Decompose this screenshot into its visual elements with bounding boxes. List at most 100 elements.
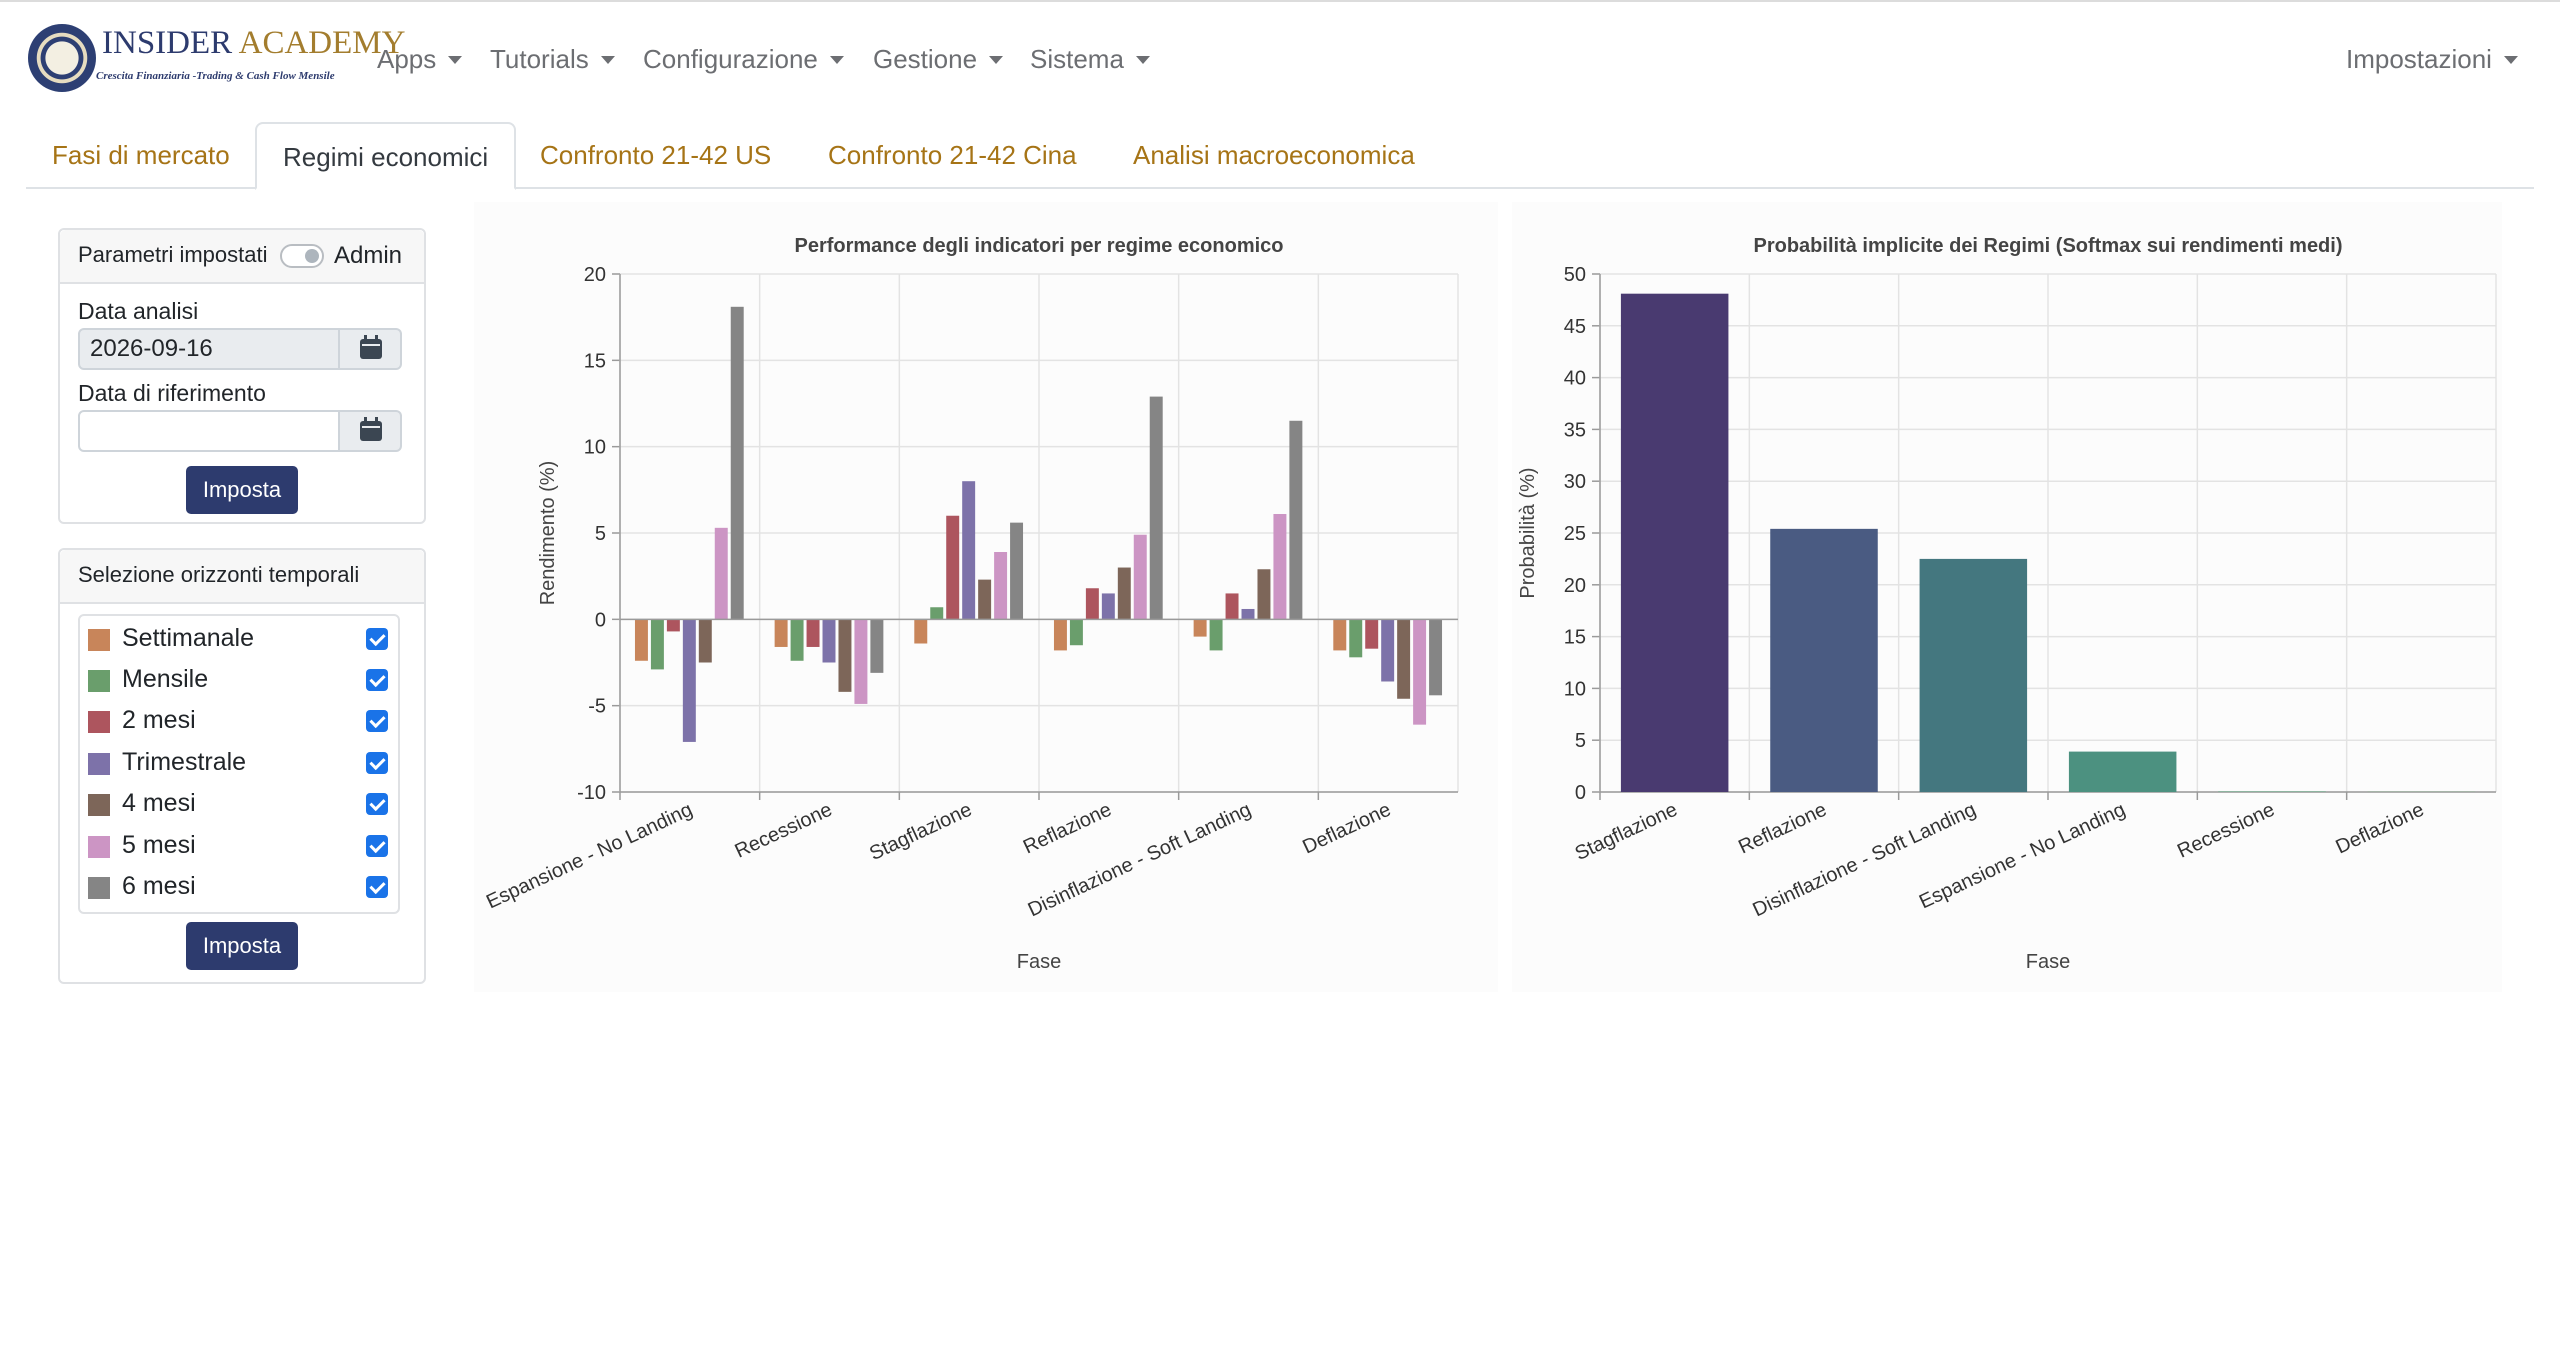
horizon-item-trimestrale[interactable]: Trimestrale — [88, 744, 388, 784]
y-tick-label: 20 — [584, 264, 606, 286]
bar — [994, 551, 1008, 620]
calendar-icon — [360, 335, 382, 359]
bar — [1209, 619, 1223, 651]
nav-gestione[interactable]: Gestione — [873, 44, 1004, 74]
bar — [838, 619, 852, 692]
x-tick-label: Stagflazione — [866, 799, 975, 865]
chart-title: Probabilità implicite dei Regimi (Softma… — [1754, 235, 2343, 257]
bar — [1133, 534, 1147, 620]
legend-swatch — [88, 629, 110, 651]
tab-analisi-macroeconomica[interactable]: Analisi macroeconomica — [1133, 140, 1415, 170]
horizon-item-mensile[interactable]: Mensile — [88, 661, 388, 701]
horizon-label: 2 mesi — [122, 706, 196, 734]
bar — [1365, 619, 1379, 649]
tab-fasi-di-mercato[interactable]: Fasi di mercato — [52, 140, 230, 170]
y-tick-label: 5 — [1575, 730, 1586, 752]
tab-confronto-cina[interactable]: Confronto 21-42 Cina — [828, 140, 1077, 170]
bar — [1273, 514, 1287, 620]
x-tick-label: Recessione — [732, 799, 836, 863]
horizon-item-5-mesi[interactable]: 5 mesi — [88, 827, 388, 867]
bar — [1225, 593, 1239, 620]
bar — [730, 306, 744, 620]
bar — [1117, 567, 1131, 620]
bar — [2068, 751, 2177, 792]
legend-swatch — [88, 711, 110, 733]
horizons-card-header: Selezione orizzonti temporali — [60, 550, 424, 604]
bar — [854, 619, 868, 704]
horizon-checkbox[interactable] — [366, 752, 388, 774]
bar — [962, 481, 976, 620]
y-tick-label: 15 — [584, 350, 606, 372]
bar — [1413, 619, 1427, 725]
chart-title: Performance degli indicatori per regime … — [794, 235, 1283, 257]
analysis-date-picker-button[interactable] — [340, 328, 402, 370]
bar — [1349, 619, 1363, 658]
bar — [1241, 608, 1255, 620]
x-tick-label: Deflazione — [1299, 799, 1394, 859]
horizons-card-title: Selezione orizzonti temporali — [78, 562, 360, 587]
horizon-item-settimanale[interactable]: Settimanale — [88, 620, 388, 660]
nav-configurazione[interactable]: Configurazione — [643, 44, 844, 74]
x-tick-label: Reflazione — [1735, 799, 1830, 859]
probability-chart-panel: 0 5 10 15 20 25 30 35 40 45 50 Stagflazione Reflazio… — [1512, 202, 2502, 992]
y-tick-label: 40 — [1564, 368, 1586, 390]
reference-date-picker-button[interactable] — [340, 410, 402, 452]
bar — [870, 619, 884, 673]
horizon-item-4-mesi[interactable]: 4 mesi — [88, 785, 388, 825]
horizon-checkbox[interactable] — [366, 669, 388, 691]
admin-toggle[interactable] — [280, 244, 324, 268]
bar — [682, 619, 696, 742]
bar — [806, 619, 820, 647]
reference-date-input[interactable] — [78, 410, 340, 452]
brand-logo[interactable]: INSIDER ACADEMY Crescita Finanziaria -Tr… — [28, 24, 405, 96]
horizon-checkbox[interactable] — [366, 710, 388, 732]
horizon-item-2-mesi[interactable]: 2 mesi — [88, 702, 388, 742]
performance-chart-panel: -10 -5 0 5 10 15 20 Espansione - No Landing Rece… — [474, 202, 1498, 992]
horizon-label: Settimanale — [122, 624, 255, 652]
y-axis-title: Rendimento (%) — [537, 461, 559, 606]
x-tick-label: Recessione — [2174, 799, 2278, 863]
bar — [1381, 619, 1395, 682]
legend-swatch — [88, 836, 110, 858]
legend-swatch — [88, 753, 110, 775]
bar — [1010, 522, 1024, 620]
horizon-checkbox[interactable] — [366, 835, 388, 857]
bar — [1085, 588, 1099, 620]
y-tick-label: 45 — [1564, 316, 1586, 338]
tab-confronto-us[interactable]: Confronto 21-42 US — [540, 140, 772, 170]
horizon-checkbox[interactable] — [366, 793, 388, 815]
nav-impostazioni[interactable]: Impostazioni — [2346, 44, 2518, 74]
nav-apps[interactable]: Apps — [377, 44, 463, 74]
nav-tutorials[interactable]: Tutorials — [490, 44, 615, 74]
y-tick-label: 30 — [1564, 471, 1586, 493]
analysis-date-input[interactable]: 2026-09-16 — [78, 328, 340, 370]
bar — [822, 619, 836, 663]
horizon-checkbox[interactable] — [366, 628, 388, 650]
y-tick-label: 15 — [1564, 627, 1586, 649]
params-card: Parametri impostati Admin Data analisi 2… — [58, 228, 426, 524]
horizons-submit-button[interactable]: Imposta — [186, 922, 298, 970]
x-tick-label: Deflazione — [2332, 799, 2427, 859]
horizon-label: 6 mesi — [122, 872, 196, 900]
bar — [1193, 619, 1207, 637]
tab-regimi-economici[interactable]: Regimi economici — [255, 122, 517, 190]
x-axis-title: Fase — [1017, 951, 1061, 973]
reference-date-label: Data di riferimento — [78, 380, 266, 406]
y-tick-label: -10 — [577, 782, 606, 804]
nav-sistema[interactable]: Sistema — [1030, 44, 1150, 74]
analysis-date-group: 2026-09-16 — [78, 328, 402, 370]
params-submit-button[interactable]: Imposta — [186, 466, 298, 514]
reference-date-group — [78, 410, 402, 452]
x-tick-label: Disinflazione - Soft Landing — [1025, 799, 1255, 922]
horizon-item-6-mesi[interactable]: 6 mesi — [88, 868, 388, 908]
bar — [666, 619, 680, 632]
caret-down-icon — [600, 56, 615, 64]
y-axis-title: Probabilità (%) — [1517, 467, 1539, 598]
horizon-checkbox[interactable] — [366, 876, 388, 898]
y-tick-label: 5 — [595, 523, 606, 545]
legend-swatch — [88, 794, 110, 816]
bar — [698, 619, 712, 663]
y-tick-label: 50 — [1564, 264, 1586, 286]
bar — [978, 579, 992, 620]
bar — [930, 607, 944, 620]
